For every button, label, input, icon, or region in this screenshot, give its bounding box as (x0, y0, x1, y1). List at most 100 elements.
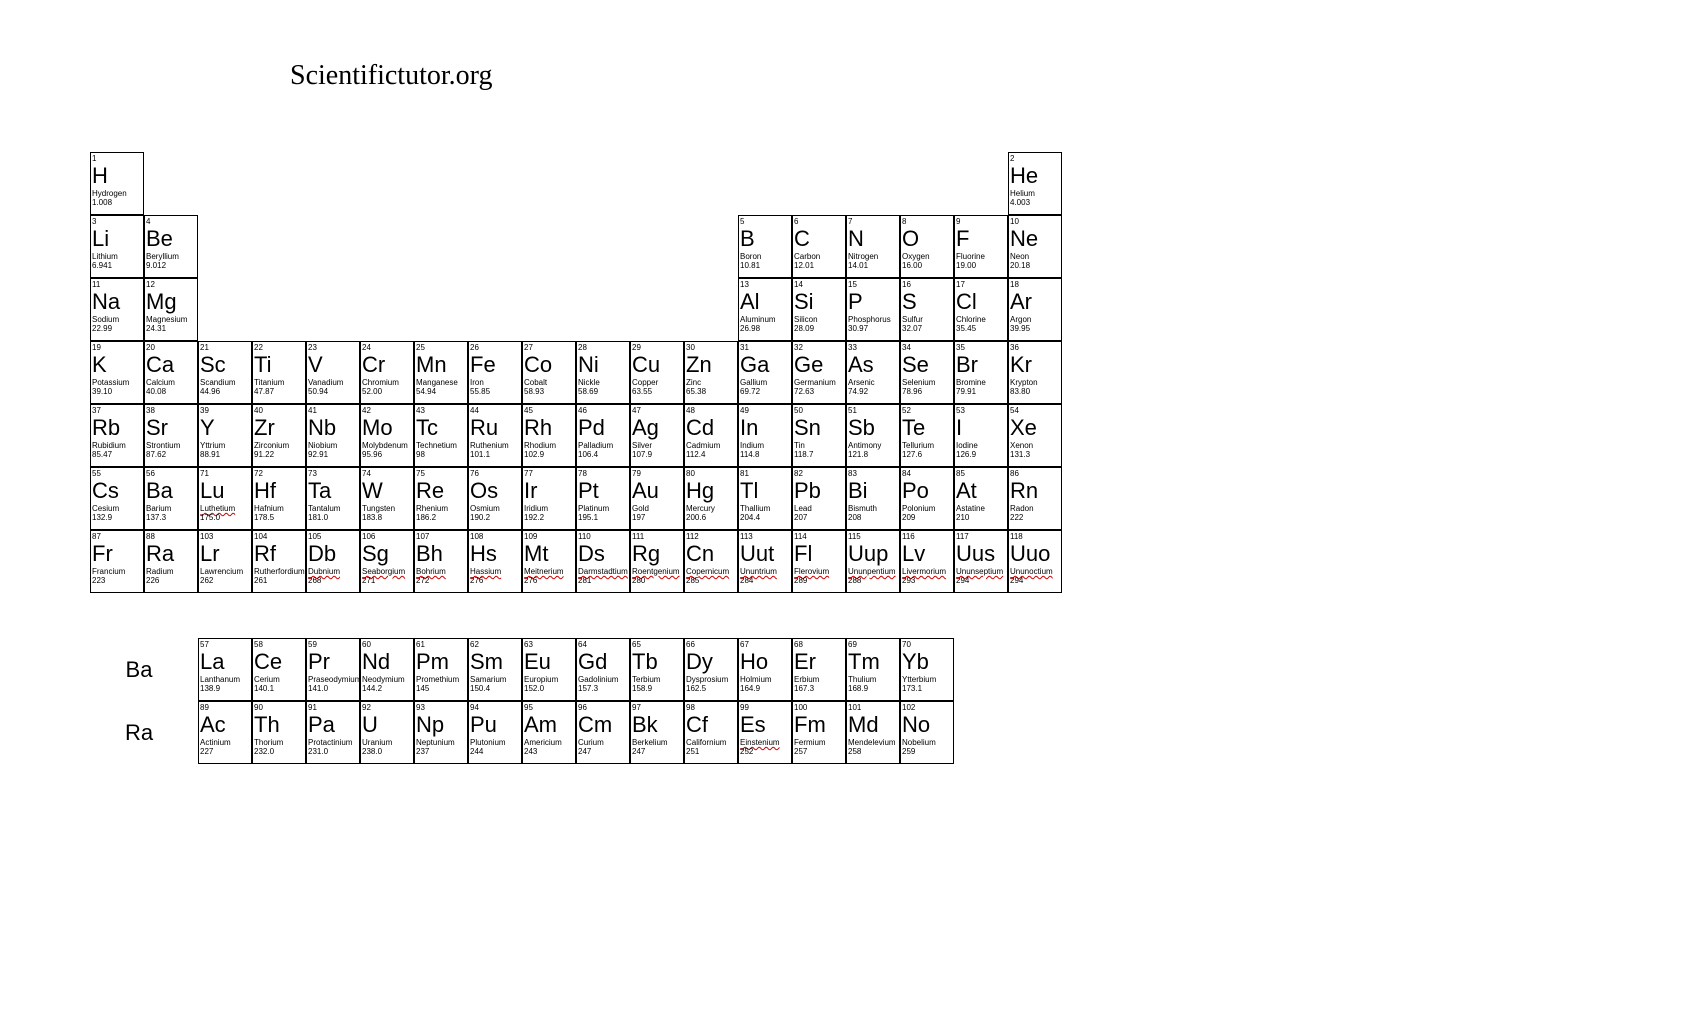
atomic-number: 16 (902, 280, 952, 289)
fblock-label: Ba (90, 657, 198, 683)
element-name: Polonium (902, 504, 952, 513)
element-name: Einstenium (740, 738, 790, 747)
element-symbol: Ne (1010, 226, 1060, 252)
empty-cell (360, 278, 414, 341)
element-name: Mendelevium (848, 738, 898, 747)
element-symbol: Tb (632, 649, 682, 675)
element-cell: 53IIodine126.9 (954, 404, 1008, 467)
element-cell: 117UusUnunseptium294 (954, 530, 1008, 593)
element-name: Potassium (92, 378, 142, 387)
element-cell: 16SSulfur32.07 (900, 278, 954, 341)
table-row: 1HHydrogen1.0082HeHelium4.003 (90, 152, 1608, 215)
atomic-mass: 288 (848, 576, 898, 585)
atomic-mass: 22.99 (92, 324, 142, 333)
element-symbol: Tm (848, 649, 898, 675)
element-cell: 28NiNickle58.69 (576, 341, 630, 404)
atomic-number: 74 (362, 469, 412, 478)
atomic-mass: 252 (740, 747, 790, 756)
element-symbol: F (956, 226, 1006, 252)
atomic-number: 2 (1010, 154, 1060, 163)
atomic-mass: 12.01 (794, 261, 844, 270)
element-name: Cerium (254, 675, 304, 684)
atomic-mass: 247 (578, 747, 628, 756)
element-name: Tungsten (362, 504, 412, 513)
atomic-number: 112 (686, 532, 736, 541)
element-name: Boron (740, 252, 790, 261)
atomic-number: 86 (1010, 469, 1060, 478)
element-name: Gallium (740, 378, 790, 387)
element-symbol: Cr (362, 352, 412, 378)
atomic-mass: 268 (308, 576, 358, 585)
element-cell: 58CeCerium140.1 (252, 638, 306, 701)
element-name: Selenium (902, 378, 952, 387)
element-symbol: Cs (92, 478, 142, 504)
atomic-number: 25 (416, 343, 466, 352)
element-symbol: Pd (578, 415, 628, 441)
element-name: Technetium (416, 441, 466, 450)
atomic-mass: 175.0 (200, 513, 250, 522)
element-symbol: Ta (308, 478, 358, 504)
element-name: Barium (146, 504, 196, 513)
element-symbol: V (308, 352, 358, 378)
element-symbol: P (848, 289, 898, 315)
empty-cell (954, 152, 1008, 215)
element-symbol: Tc (416, 415, 466, 441)
element-cell: 54XeXenon131.3 (1008, 404, 1062, 467)
atomic-mass: 72.63 (794, 387, 844, 396)
element-symbol: Md (848, 712, 898, 738)
element-name: Cesium (92, 504, 142, 513)
element-symbol: H (92, 163, 142, 189)
atomic-mass: 144.2 (362, 684, 412, 693)
element-cell: 47AgSilver107.9 (630, 404, 684, 467)
atomic-number: 31 (740, 343, 790, 352)
atomic-number: 83 (848, 469, 898, 478)
element-cell: 23VVanadium50.94 (306, 341, 360, 404)
atomic-mass: 261 (254, 576, 304, 585)
atomic-mass: 132.9 (92, 513, 142, 522)
element-name: Copernicum (686, 567, 736, 576)
atomic-mass: 91.22 (254, 450, 304, 459)
element-cell: 9FFluorine19.00 (954, 215, 1008, 278)
element-cell: 79AuGold197 (630, 467, 684, 530)
element-symbol: Hf (254, 478, 304, 504)
element-name: Tin (794, 441, 844, 450)
element-name: Thulium (848, 675, 898, 684)
element-name: Xenon (1010, 441, 1060, 450)
empty-cell (522, 278, 576, 341)
element-cell: 56BaBarium137.3 (144, 467, 198, 530)
element-name: Lithium (92, 252, 142, 261)
element-name: Zinc (686, 378, 736, 387)
element-name: Terbium (632, 675, 682, 684)
atomic-number: 44 (470, 406, 520, 415)
atomic-number: 76 (470, 469, 520, 478)
element-name: Cobalt (524, 378, 574, 387)
empty-cell (792, 152, 846, 215)
element-symbol: Uut (740, 541, 790, 567)
atomic-mass: 152.0 (524, 684, 574, 693)
atomic-mass: 280 (632, 576, 682, 585)
element-name: Platinum (578, 504, 628, 513)
element-symbol: Th (254, 712, 304, 738)
atomic-mass: 20.18 (1010, 261, 1060, 270)
element-cell: 31GaGallium69.72 (738, 341, 792, 404)
element-name: Strontium (146, 441, 196, 450)
element-cell: 68ErErbium167.3 (792, 638, 846, 701)
atomic-mass: 289 (794, 576, 844, 585)
atomic-number: 67 (740, 640, 790, 649)
element-cell: 65TbTerbium158.9 (630, 638, 684, 701)
element-symbol: Sn (794, 415, 844, 441)
atomic-number: 29 (632, 343, 682, 352)
empty-cell (738, 152, 792, 215)
element-symbol: La (200, 649, 250, 675)
element-cell: 29CuCopper63.55 (630, 341, 684, 404)
atomic-number: 91 (308, 703, 358, 712)
empty-cell (198, 215, 252, 278)
element-symbol: Nd (362, 649, 412, 675)
atomic-number: 96 (578, 703, 628, 712)
element-symbol: Si (794, 289, 844, 315)
periodic-table-main: 1HHydrogen1.0082HeHelium4.0033LiLithium6… (90, 152, 1608, 593)
element-symbol: Na (92, 289, 142, 315)
element-name: Niobium (308, 441, 358, 450)
element-symbol: Ce (254, 649, 304, 675)
atomic-number: 39 (200, 406, 250, 415)
